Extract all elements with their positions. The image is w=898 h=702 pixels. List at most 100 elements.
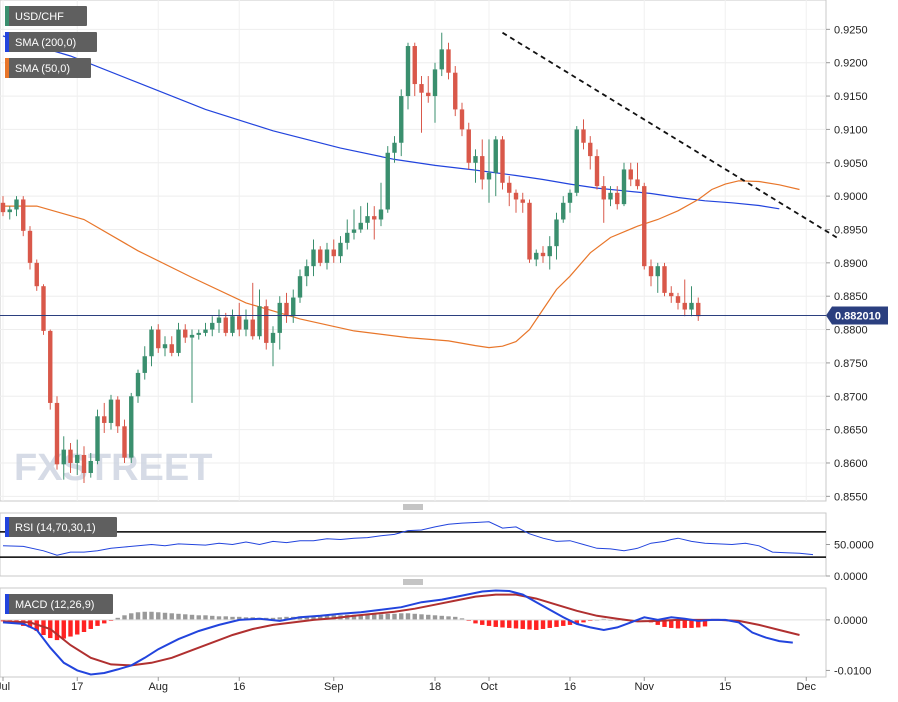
macd-hist-bar — [696, 619, 701, 628]
legend-tag-label: SMA (200,0) — [15, 37, 76, 49]
legend-tag-label: SMA (50,0) — [15, 63, 70, 75]
sma-50-path — [3, 180, 800, 349]
date-x-axis: Jul 17 Aug 16 Sep 18 Oct 16 Nov 15 Dec — [0, 677, 817, 693]
x-tick-label: Nov — [634, 681, 654, 693]
candle-body — [183, 329, 188, 338]
candle-body — [34, 262, 39, 287]
candle-body — [14, 199, 19, 210]
candle-body — [378, 209, 384, 220]
price-y-axis: 0.9250 0.9200 0.9150 0.9100 0.9050 0.9000 0.89… — [826, 24, 868, 503]
macd-hist-bar — [270, 617, 276, 620]
candle-body — [176, 329, 181, 353]
macd-hist-bar — [169, 613, 174, 620]
candle-body — [662, 266, 667, 293]
candle-body — [27, 230, 33, 263]
macd-y-axis: 0.0000 -0.0100 — [826, 615, 871, 677]
candle-body — [88, 460, 93, 473]
legend-tag-label: MACD (12,26,9) — [15, 599, 94, 611]
macd-hist-bar — [689, 619, 694, 628]
macd-hist-bar — [547, 619, 552, 628]
macd-legend: MACD (12,26,9) — [5, 594, 113, 614]
candle-body — [250, 319, 255, 337]
macd-signal-path — [2, 593, 800, 667]
candle-body — [399, 96, 404, 143]
macd-hist-bar — [162, 612, 168, 620]
macd-hist-bar — [378, 614, 384, 620]
macd-hist-bar — [210, 615, 215, 620]
current-price-badge — [826, 306, 888, 325]
candle-body — [385, 152, 390, 210]
candle-body — [129, 396, 134, 458]
macd-hist-bar — [399, 613, 404, 620]
x-tick-label: Jul — [0, 681, 10, 693]
resize-handle-rsi[interactable] — [403, 504, 423, 510]
y-tick-label: 0.9200 — [834, 58, 868, 70]
legend-item: USD/CHF — [5, 6, 87, 26]
macd-hist-bar — [675, 619, 681, 629]
candle-body — [149, 329, 154, 357]
legend-item: MACD (12,26,9) — [5, 594, 113, 614]
candle-body — [459, 109, 465, 130]
y-tick-label: 0.8700 — [834, 391, 868, 403]
y-tick-label: 0.8800 — [834, 325, 868, 337]
macd-hist-bar — [311, 616, 316, 620]
trendline — [502, 31, 841, 241]
macd-hist-bar — [189, 614, 195, 620]
legend-color-swatch — [5, 58, 9, 78]
legend-tag-bg — [5, 32, 97, 52]
macd-hist-bar — [682, 619, 687, 628]
macd-hist-bar — [203, 615, 208, 620]
macd-hist-bar — [669, 619, 674, 628]
candle-body — [48, 330, 53, 403]
candlesticks — [0, 32, 701, 483]
macd-hist-bar — [318, 615, 323, 620]
y-tick-label: 0.9150 — [834, 91, 868, 103]
candle-body — [601, 186, 606, 200]
current-price-tag: 0.882010 — [826, 306, 888, 325]
candle-body — [547, 246, 552, 257]
legend-tag-bg — [5, 58, 91, 78]
macd-hist-bar — [372, 614, 377, 620]
candle-body — [621, 169, 627, 205]
macd-hist-bar — [500, 619, 505, 628]
candle-body — [210, 322, 215, 330]
macd-hist-bar — [0, 619, 6, 622]
candle-body — [480, 156, 485, 180]
candle-body — [648, 266, 654, 277]
sma-50-line — [3, 180, 800, 349]
macd-hist-bar — [588, 619, 593, 621]
candle-body — [108, 399, 114, 423]
macd-hist-bar — [230, 616, 235, 620]
candle-body — [351, 229, 357, 233]
candle-body — [304, 266, 309, 277]
macd-hist-bar — [534, 619, 539, 630]
legend-tag-bg — [5, 594, 113, 614]
candle-body — [655, 266, 660, 277]
macd-hist-bar — [129, 613, 134, 620]
candle-body — [264, 306, 269, 343]
rsi-panel-border — [0, 512, 827, 577]
candle-body — [453, 72, 458, 110]
x-tick-label: Aug — [148, 681, 168, 693]
trendline-path — [502, 31, 841, 241]
x-tick-label: 17 — [71, 681, 83, 693]
macd-hist-bar — [385, 613, 390, 620]
legend-item: RSI (14,70,30,1) — [5, 517, 117, 537]
candle-body — [68, 449, 73, 463]
macd-hist-bar — [142, 611, 147, 620]
candle-body — [574, 129, 579, 193]
macd-hist-bar — [473, 619, 478, 624]
candle-body — [540, 252, 546, 257]
candle-body — [0, 202, 6, 213]
macd-hist-bar — [88, 619, 93, 629]
candle-body — [41, 286, 46, 331]
candle-body — [230, 316, 235, 333]
legend-item: SMA (50,0) — [5, 58, 91, 78]
candle-body — [95, 416, 100, 461]
candle-body — [615, 192, 620, 205]
macd-hist-bar — [426, 614, 431, 620]
candle-body — [486, 172, 492, 180]
rsi-path — [2, 521, 814, 556]
resize-handle-macd[interactable] — [403, 579, 423, 585]
